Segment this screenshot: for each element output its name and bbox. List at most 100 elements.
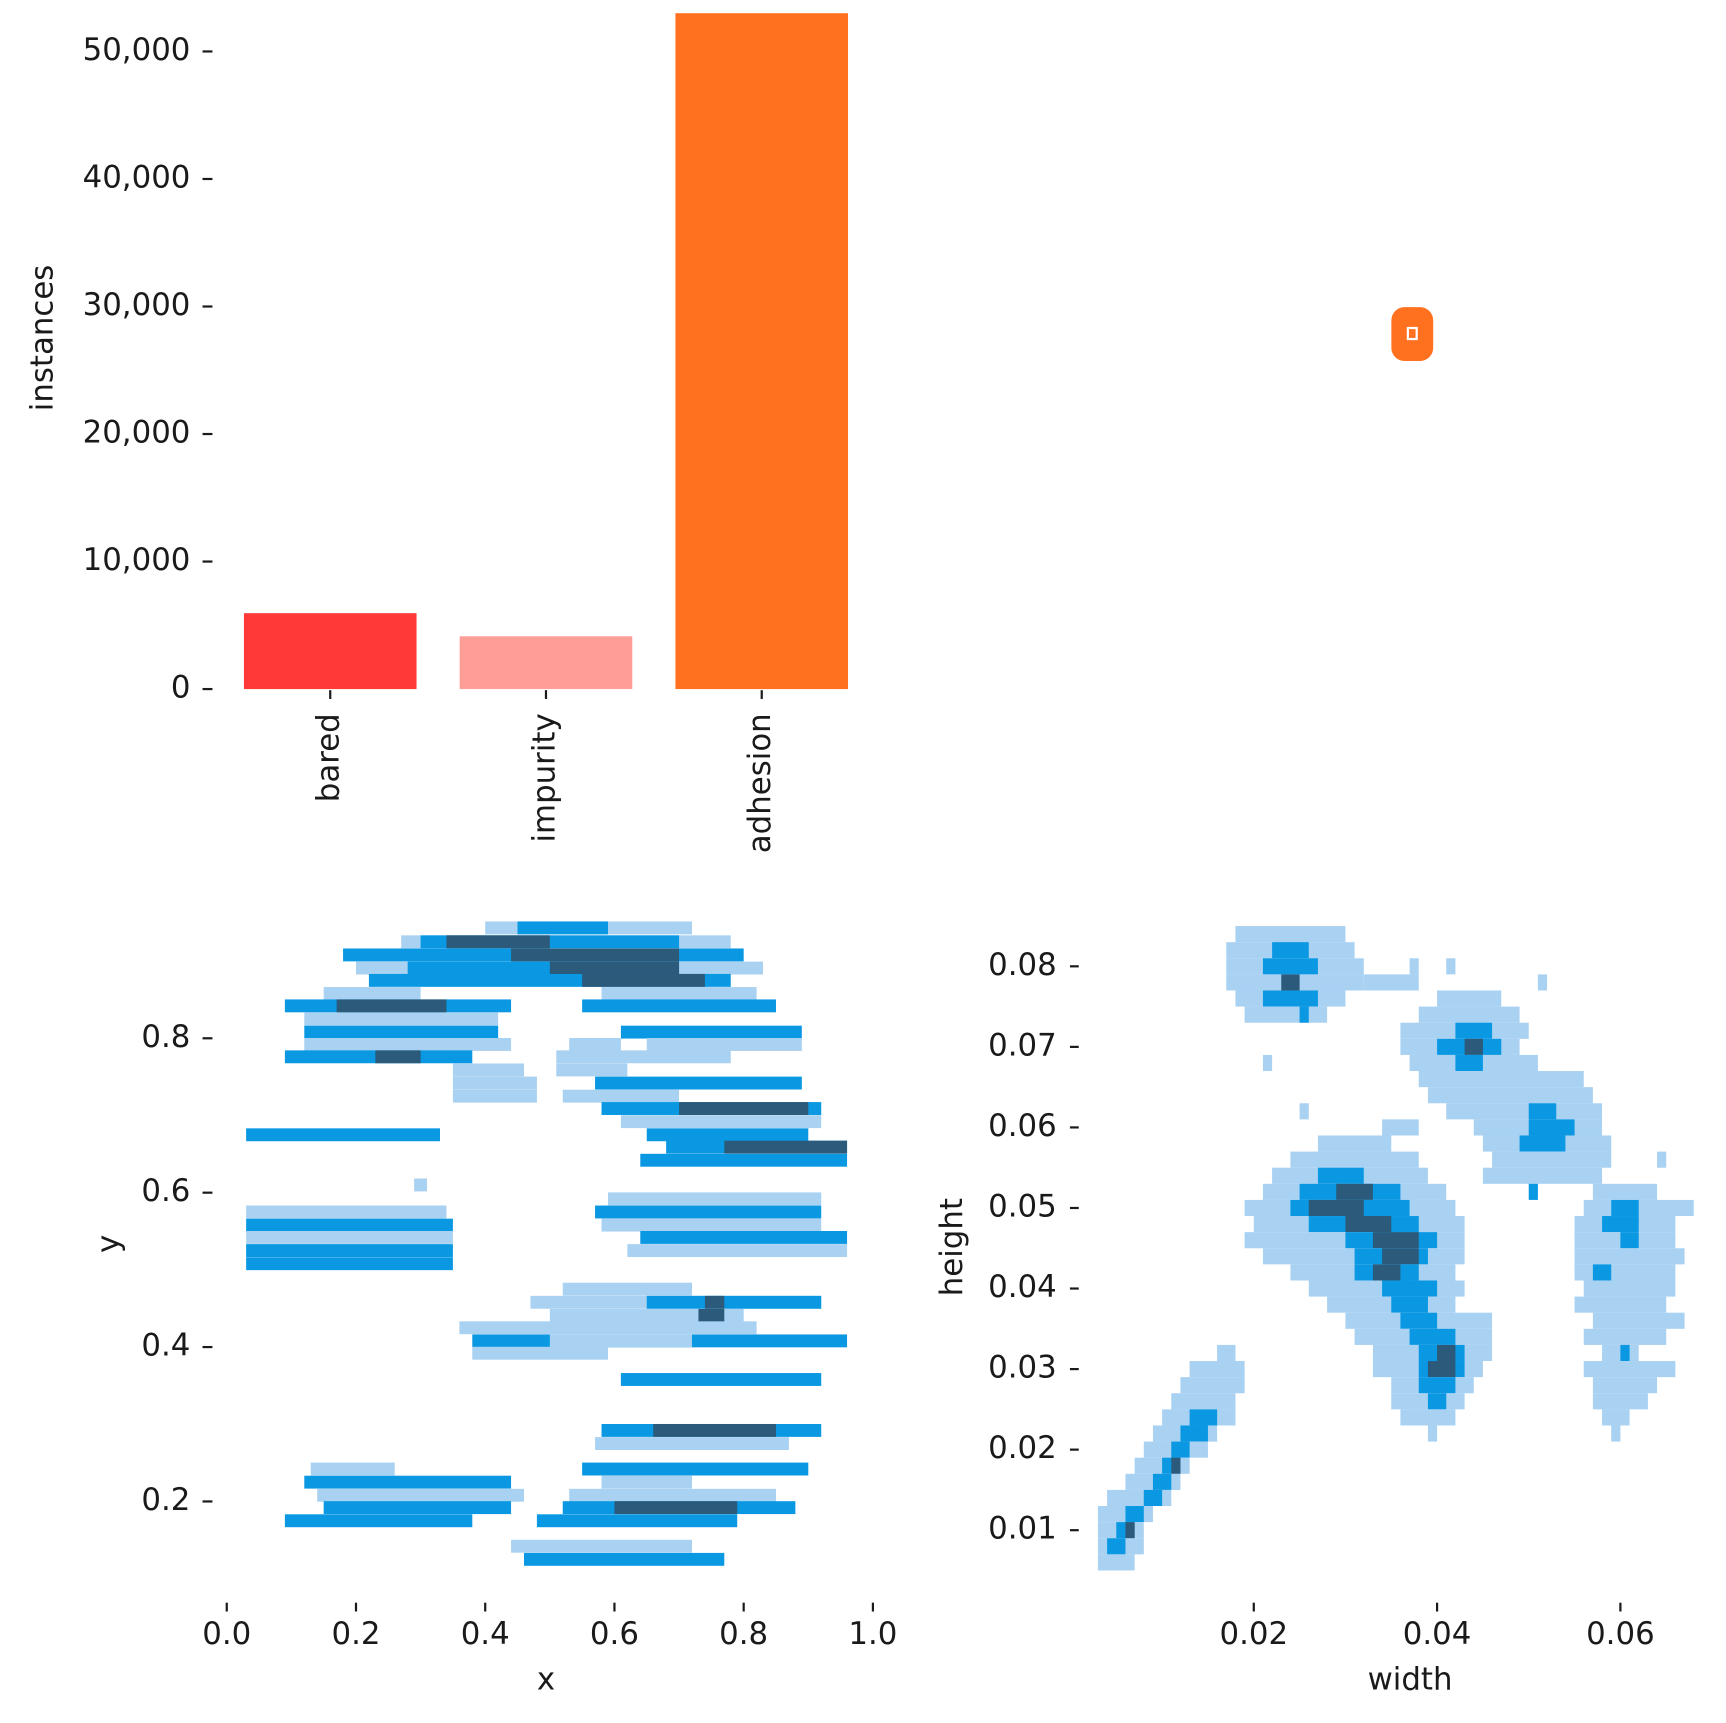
heat-cell xyxy=(1602,1216,1639,1233)
y-tick-label: 0.08 xyxy=(988,947,1057,983)
heat-cell xyxy=(1611,1425,1621,1442)
heat-cell xyxy=(1583,1280,1676,1297)
y-axis-title: y xyxy=(91,1235,127,1253)
heat-cell xyxy=(1400,1409,1456,1426)
x-tick-label: 0.02 xyxy=(1219,1616,1288,1652)
heat-cell xyxy=(1592,1312,1685,1329)
heat-cell xyxy=(582,1462,809,1476)
heat-cell xyxy=(1382,1248,1419,1265)
x-tick-label: 1.0 xyxy=(848,1616,897,1652)
heat-cell xyxy=(1592,1183,1658,1200)
heat-cell xyxy=(1528,1183,1538,1200)
heat-cell xyxy=(569,1488,776,1502)
heat-cell xyxy=(556,1063,628,1077)
heat-cell xyxy=(1418,1071,1584,1088)
heat-cell xyxy=(1391,1296,1428,1313)
heat-cell xyxy=(1171,1441,1190,1458)
heat-cell xyxy=(1446,958,1456,975)
bar xyxy=(459,636,633,690)
heat-cell xyxy=(511,948,680,962)
y-axis-title: height xyxy=(934,1198,970,1296)
y-tick-label: 20,000 xyxy=(83,415,191,451)
heat-cell xyxy=(620,1115,822,1129)
heat-cell xyxy=(1317,1135,1392,1152)
heat-cell xyxy=(517,921,608,935)
heat-cell xyxy=(1482,1167,1603,1184)
heat-cell xyxy=(582,999,776,1013)
heat-cell xyxy=(246,1218,453,1232)
heat-cell xyxy=(1592,1264,1612,1281)
heat-cell xyxy=(472,1346,608,1360)
heat-cell xyxy=(1437,1344,1456,1362)
heat-cell xyxy=(614,1501,738,1515)
heat-cell xyxy=(1143,1489,1163,1507)
heat-cell xyxy=(1427,1393,1447,1410)
x-tick-label: adhesion xyxy=(742,713,778,853)
heat-cell xyxy=(1097,1506,1153,1523)
heat-cell xyxy=(582,973,705,987)
heat-cell xyxy=(284,1514,473,1528)
heat-cell xyxy=(620,1025,802,1039)
heat-cell xyxy=(536,1514,738,1528)
heat-cell xyxy=(1602,1409,1630,1426)
x-tick-label: 0.06 xyxy=(1586,1616,1655,1652)
heat-cell xyxy=(704,1295,725,1309)
x-tick-label: 0.2 xyxy=(331,1616,380,1652)
heat-cell xyxy=(246,1231,453,1244)
heat-cell xyxy=(1308,1199,1364,1217)
heat-cell xyxy=(1437,990,1502,1007)
y-tick-label: 0.01 xyxy=(988,1511,1057,1547)
x-tick-label: 0.6 xyxy=(590,1616,639,1652)
heat-cell xyxy=(549,961,680,975)
heat-cell xyxy=(1262,1054,1273,1072)
heat-cell xyxy=(1097,1554,1135,1571)
heat-cell xyxy=(1189,1361,1245,1378)
heat-cell xyxy=(1427,1087,1593,1104)
y-tick-label: 0.04 xyxy=(988,1269,1057,1305)
heat-cell xyxy=(1418,1006,1520,1023)
heat-cell xyxy=(511,1539,692,1553)
heat-cell xyxy=(601,987,757,1000)
heat-cell xyxy=(640,1231,848,1244)
heat-cell xyxy=(446,935,550,949)
heat-cell xyxy=(1235,926,1346,943)
heat-cell xyxy=(595,1205,822,1219)
heat-cell xyxy=(1180,1377,1245,1394)
heat-cell xyxy=(304,1475,512,1489)
heat-cell xyxy=(1336,1183,1373,1200)
heat-cell xyxy=(523,1552,725,1566)
heat-cell xyxy=(595,1076,802,1090)
heat-cell xyxy=(1446,1103,1603,1120)
heat-cell xyxy=(1262,958,1318,975)
heat-cell xyxy=(1574,1264,1676,1281)
y-tick-label: 0.06 xyxy=(988,1108,1057,1144)
heat-cell xyxy=(1409,1328,1456,1345)
heat-cell xyxy=(601,1218,822,1232)
heat-cell xyxy=(1620,1232,1639,1249)
heat-cell xyxy=(549,1308,744,1322)
heat-cell xyxy=(1583,1361,1676,1378)
heat-cell xyxy=(646,1295,822,1309)
heat-cell xyxy=(1492,1151,1612,1168)
heat-cell xyxy=(698,1308,725,1322)
y-tick-label: 0.07 xyxy=(988,1027,1057,1063)
heat-cell xyxy=(1427,1361,1456,1378)
heat-cell xyxy=(1592,1377,1658,1394)
heat-cell xyxy=(452,1063,524,1077)
heat-cell xyxy=(375,1050,421,1064)
bar xyxy=(243,613,417,690)
heat-cell xyxy=(562,1089,680,1103)
heat-cell xyxy=(246,1244,453,1258)
heat-cell xyxy=(679,1102,809,1115)
x-tick-label: 0.0 xyxy=(202,1616,251,1652)
heat-cell xyxy=(1217,1344,1236,1362)
heat-cell xyxy=(1620,1344,1630,1362)
x-tick-label: bared xyxy=(311,713,347,802)
y-tick-label: 0.03 xyxy=(988,1350,1057,1386)
heat-cell xyxy=(1382,1119,1419,1136)
heat-cell xyxy=(1244,1006,1328,1023)
heat-cell xyxy=(452,1076,537,1090)
heat-cell xyxy=(653,1423,776,1437)
heat-cell xyxy=(1299,1103,1309,1120)
